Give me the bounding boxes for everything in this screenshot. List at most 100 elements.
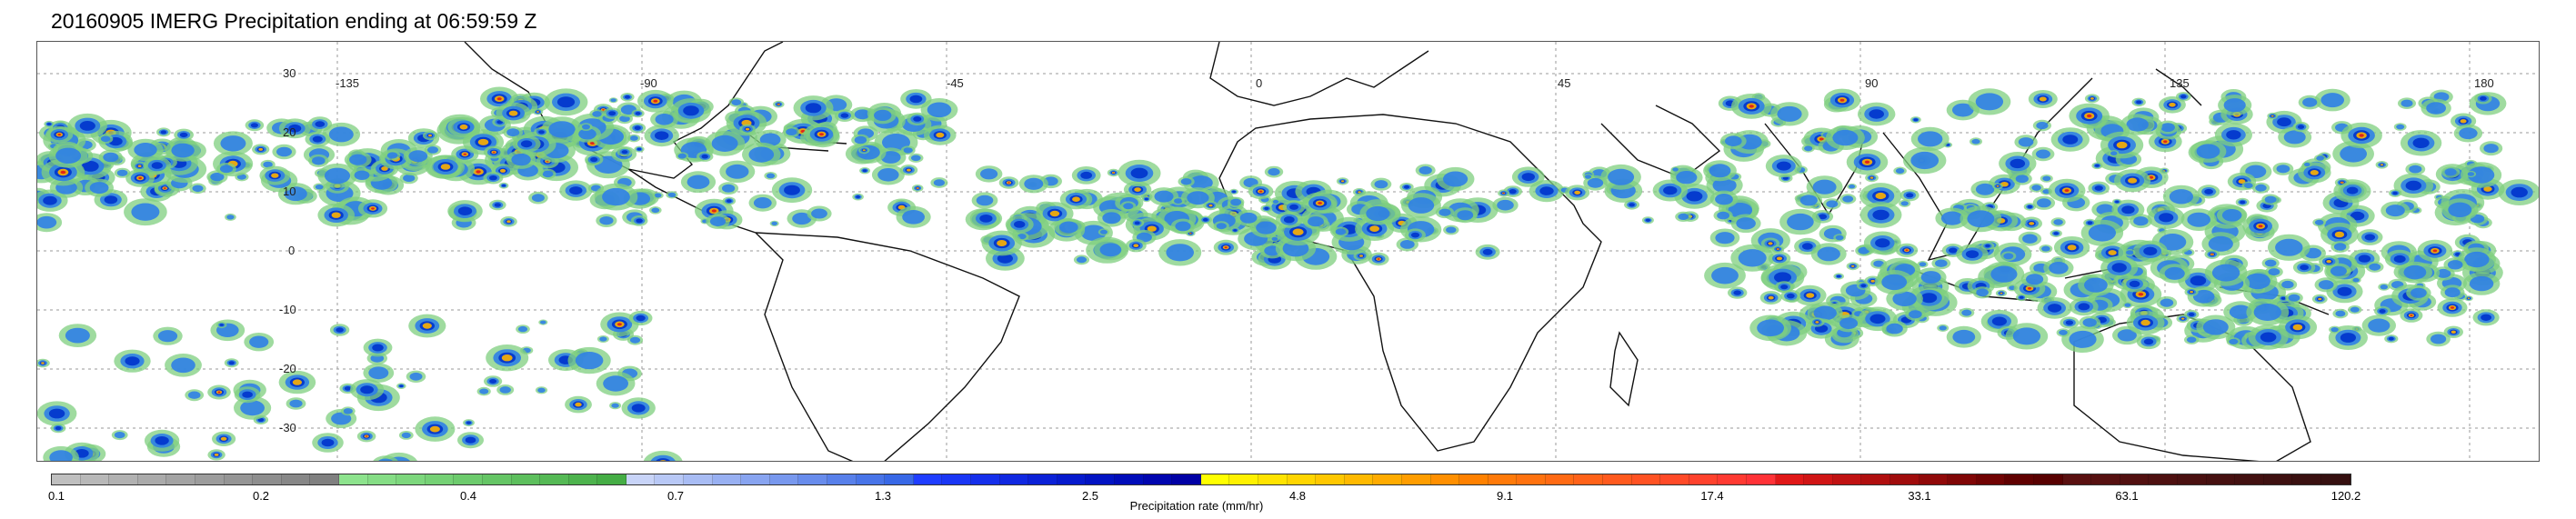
- colorbar-swatch: [1258, 474, 1288, 484]
- precip-cell: [2094, 185, 2103, 191]
- precip-cell: [477, 138, 489, 145]
- precip-cell: [582, 124, 590, 130]
- precip-cell: [910, 155, 921, 162]
- precip-cell: [155, 436, 169, 445]
- precip-cell: [2133, 216, 2149, 226]
- precip-cell: [2059, 329, 2068, 335]
- precip-cell: [2078, 303, 2090, 311]
- precip-cell: [2082, 318, 2097, 327]
- precip-cell: [210, 172, 225, 182]
- precip-cell: [2244, 273, 2270, 290]
- precip-cell: [2041, 245, 2050, 252]
- precip-cell: [1144, 197, 1148, 201]
- colorbar-swatch: [1919, 474, 1949, 484]
- precip-cell: [771, 221, 777, 225]
- precip-cell: [220, 436, 227, 441]
- precip-cell: [134, 143, 157, 157]
- precip-cell: [608, 111, 616, 116]
- precip-cell: [1358, 191, 1361, 194]
- precip-cell: [2264, 259, 2277, 267]
- precip-cell: [466, 421, 472, 424]
- precip-cell: [1875, 192, 1887, 200]
- precip-cell: [1189, 233, 1191, 235]
- precip-cell: [276, 146, 292, 157]
- precip-cell: [373, 455, 398, 461]
- colorbar-swatch: [1229, 474, 1258, 484]
- precip-cell: [2039, 96, 2047, 102]
- precip-cell: [219, 324, 224, 326]
- precip-cell: [1895, 168, 1905, 174]
- precip-cell: [1920, 293, 1938, 304]
- map-canvas: [37, 42, 2539, 461]
- precip-cell: [2010, 158, 2026, 169]
- precip-cell: [226, 215, 235, 220]
- precip-cell: [1608, 168, 1635, 185]
- precip-cell: [2292, 324, 2303, 331]
- precip-cell: [336, 327, 344, 333]
- precip-cell: [2467, 172, 2475, 176]
- precip-cell: [2116, 141, 2128, 149]
- precip-cell: [976, 195, 994, 206]
- precip-cell: [667, 192, 677, 198]
- precip-cell: [677, 153, 687, 159]
- precip-cell: [1869, 176, 1874, 179]
- precip-cell: [2260, 332, 2277, 343]
- precip-cell: [1780, 284, 1789, 290]
- colorbar-swatch: [511, 474, 541, 484]
- precip-cell: [1014, 221, 1026, 228]
- precip-cell: [1216, 223, 1227, 230]
- colorbar-swatch: [1344, 474, 1374, 484]
- coast-south-america: [755, 232, 1020, 461]
- precip-cell: [258, 147, 264, 151]
- precip-cell: [479, 388, 489, 394]
- precip-cell: [624, 95, 631, 99]
- colorbar-swatch: [1488, 474, 1518, 484]
- precip-cell: [2160, 298, 2174, 307]
- precip-cell: [1776, 256, 1783, 261]
- precip-cell: [980, 168, 998, 180]
- precip-cell: [1509, 189, 1517, 195]
- colorbar-swatch: [540, 474, 569, 484]
- precip-cell: [428, 134, 432, 137]
- precip-cell: [542, 170, 554, 178]
- precip-cell: [722, 184, 736, 193]
- precip-cell: [408, 150, 428, 163]
- precip-cell: [2048, 304, 2062, 313]
- colorbar-swatch: [1057, 474, 1087, 484]
- precip-cell: [2136, 100, 2142, 105]
- precip-cell: [2226, 130, 2241, 140]
- precip-cell: [344, 386, 352, 391]
- precip-cell: [711, 209, 717, 213]
- lat-label: 10: [283, 185, 296, 198]
- precip-cell: [378, 458, 393, 461]
- precip-cell: [43, 195, 57, 205]
- precip-cell: [2314, 219, 2324, 225]
- precip-cell: [104, 195, 118, 205]
- precip-cell: [2451, 306, 2454, 309]
- precip-cell: [1133, 244, 1139, 247]
- precip-cell: [1832, 129, 1859, 146]
- precip-cell: [506, 128, 520, 137]
- precip-cell: [401, 432, 411, 439]
- precip-cell: [1100, 229, 1108, 235]
- precip-cell: [2481, 314, 2492, 321]
- colorbar-swatch: [1832, 474, 1862, 484]
- precip-cell: [429, 425, 440, 433]
- precip-cell: [2126, 117, 2149, 132]
- precip-cell: [501, 354, 513, 362]
- colorbar-tick-label: 9.1: [1496, 489, 1514, 503]
- coast-arabia: [1600, 105, 1721, 179]
- precip-cell: [440, 164, 451, 170]
- precip-cell: [753, 197, 772, 209]
- precip-cell: [2087, 114, 2092, 118]
- precip-cell: [2392, 191, 2398, 195]
- precip-cell: [1443, 171, 1468, 187]
- colorbar-swatch: [1401, 474, 1431, 484]
- precip-cell: [805, 103, 822, 114]
- precip-cell: [2318, 280, 2334, 290]
- precip-cell: [2003, 253, 2014, 260]
- precip-cell: [49, 450, 73, 461]
- precip-cell: [1967, 210, 1995, 228]
- precip-cell: [508, 110, 518, 116]
- precip-cell: [79, 121, 95, 131]
